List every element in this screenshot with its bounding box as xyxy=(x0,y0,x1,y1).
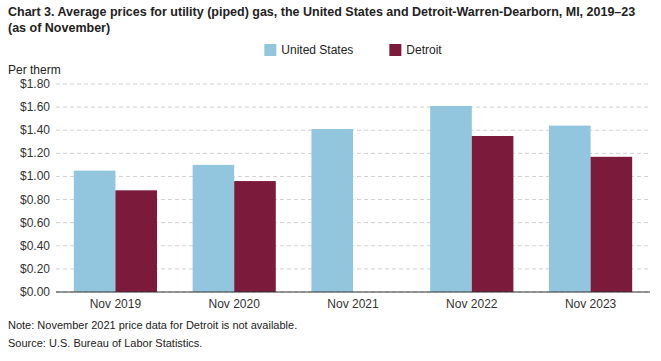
y-tick-label: $0.80 xyxy=(20,193,50,207)
bar xyxy=(193,165,235,292)
legend-item: Detroit xyxy=(389,43,442,57)
grid-line xyxy=(56,292,650,293)
note: Note: November 2021 price data for Detro… xyxy=(8,319,297,331)
title-line: Chart 3. Average prices for utility (pip… xyxy=(8,5,635,19)
bar xyxy=(74,171,116,292)
grid-line xyxy=(56,84,650,85)
legend-item: United States xyxy=(264,43,353,57)
bar xyxy=(591,157,633,292)
x-tick-label: Nov 2023 xyxy=(565,297,617,311)
grid xyxy=(56,84,650,292)
x-tick-label: Nov 2022 xyxy=(446,297,498,311)
y-axis: $0.00 $0.20 $0.40 $0.60 $0.80 $1.00 $1.20 $1.40… xyxy=(20,77,50,299)
bar xyxy=(549,126,591,292)
bar xyxy=(472,136,514,292)
legend-swatch xyxy=(264,44,276,56)
bars xyxy=(74,106,632,292)
bar xyxy=(234,181,276,292)
legend-swatch xyxy=(389,44,401,56)
y-tick-label: $1.00 xyxy=(20,169,50,183)
source: Source: U.S. Bureau of Labor Statistics. xyxy=(8,337,202,349)
legend-label: United States xyxy=(281,43,353,57)
y-tick-label: $0.40 xyxy=(20,239,50,253)
y-tick-label: $1.60 xyxy=(20,100,50,114)
title-line: (as of November) xyxy=(8,21,110,35)
chart: Chart 3. Average prices for utility (pip… xyxy=(0,0,661,361)
y-tick-label: $1.20 xyxy=(20,146,50,160)
x-tick-label: Nov 2020 xyxy=(209,297,261,311)
grid-line xyxy=(56,107,650,108)
bar xyxy=(311,129,353,292)
legend: United States Detroit xyxy=(264,43,442,57)
y-axis-label: Per therm xyxy=(8,63,61,77)
y-tick-label: $0.60 xyxy=(20,216,50,230)
y-tick-label: $1.80 xyxy=(20,77,50,91)
x-tick-label: Nov 2019 xyxy=(90,297,142,311)
legend-label: Detroit xyxy=(406,43,442,57)
title: Chart 3. Average prices for utility (pip… xyxy=(8,5,635,35)
x-axis-line xyxy=(56,292,650,293)
bar xyxy=(430,106,472,292)
x-axis: Nov 2019 Nov 2020 Nov 2021 Nov 2022 Nov 2023 xyxy=(90,297,617,311)
bar xyxy=(115,190,157,292)
x-tick-label: Nov 2021 xyxy=(327,297,379,311)
y-tick-label: $0.20 xyxy=(20,262,50,276)
y-tick-label: $1.40 xyxy=(20,123,50,137)
y-tick-label: $0.00 xyxy=(20,285,50,299)
